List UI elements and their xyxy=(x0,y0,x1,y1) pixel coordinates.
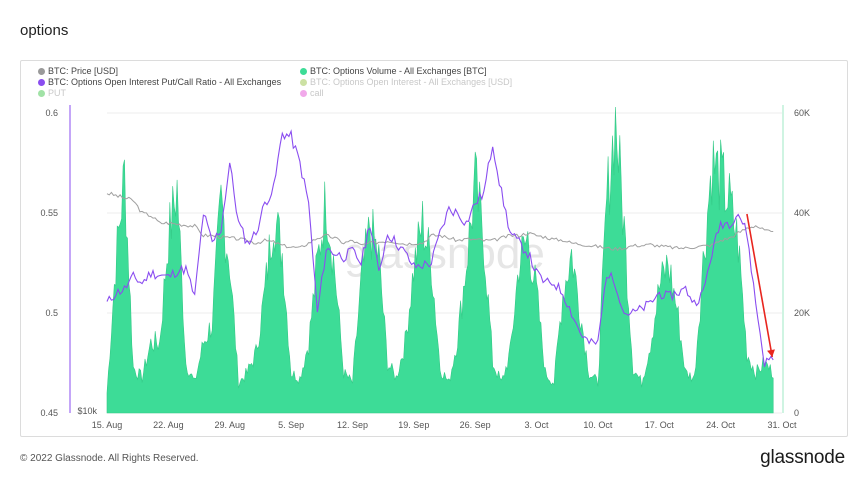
x-axis-tick-label: 17. Oct xyxy=(645,420,675,430)
x-axis-tick-label: 31. Oct xyxy=(767,420,797,430)
legend-dot-icon xyxy=(38,90,45,97)
left-axis-tick-label: 0.55 xyxy=(40,208,58,218)
x-axis-tick-label: 19. Sep xyxy=(398,420,429,430)
series-btc-price-line xyxy=(106,191,774,252)
legend-label: PUT xyxy=(48,88,66,98)
x-axis-tick-label: 5. Sep xyxy=(278,420,304,430)
legend-item-call[interactable]: call xyxy=(300,88,324,99)
legend-dot-icon xyxy=(38,68,45,75)
legend-item-btc-price[interactable]: BTC: Price [USD] xyxy=(38,66,300,77)
left-axis-tick-label: 0.45 xyxy=(40,408,58,418)
annotation-arrow-head-icon xyxy=(767,349,775,357)
series-options-volume-area xyxy=(106,106,774,414)
legend-label: BTC: Options Open Interest - All Exchang… xyxy=(310,77,513,87)
x-axis-tick-label: 22. Aug xyxy=(153,420,184,430)
left-axis-log-label: $10k xyxy=(77,406,97,416)
legend-item-put[interactable]: PUT xyxy=(38,88,300,99)
chart-legend: BTC: Price [USD] BTC: Options Volume - A… xyxy=(38,66,598,99)
glassnode-logo: glassnode xyxy=(760,447,845,468)
legend-label: BTC: Price [USD] xyxy=(48,66,119,76)
legend-label: BTC: Options Volume - All Exchanges [BTC… xyxy=(310,66,487,76)
x-axis-tick-label: 3. Oct xyxy=(525,420,550,430)
x-axis-tick-label: 29. Aug xyxy=(214,420,245,430)
copyright-notice: © 2022 Glassnode. All Rights Reserved. xyxy=(20,453,199,464)
right-axis-tick-label: 0 xyxy=(794,408,799,418)
legend-dot-icon xyxy=(300,79,307,86)
left-axis-tick-label: 0.6 xyxy=(45,108,58,118)
x-axis-tick-label: 15. Aug xyxy=(92,420,123,430)
right-axis-tick-label: 20K xyxy=(794,308,810,318)
legend-item-put-call-ratio[interactable]: BTC: Options Open Interest Put/Call Rati… xyxy=(38,77,300,88)
legend-label: call xyxy=(310,88,324,98)
legend-item-options-volume[interactable]: BTC: Options Volume - All Exchanges [BTC… xyxy=(300,66,487,77)
right-axis-tick-label: 40K xyxy=(794,208,810,218)
left-axis-tick-label: 0.5 xyxy=(45,308,58,318)
legend-dot-icon xyxy=(38,79,45,86)
x-axis-tick-label: 10. Oct xyxy=(583,420,613,430)
legend-item-open-interest-usd[interactable]: BTC: Options Open Interest - All Exchang… xyxy=(300,77,512,88)
page-title: options xyxy=(20,22,69,39)
series-put-call-ratio-line xyxy=(106,129,774,367)
legend-dot-icon xyxy=(300,68,307,75)
x-axis-tick-label: 26. Sep xyxy=(460,420,491,430)
x-axis-tick-label: 12. Sep xyxy=(337,420,368,430)
annotation-arrow-line xyxy=(746,213,774,358)
x-axis-tick-label: 24. Oct xyxy=(706,420,736,430)
right-axis-tick-label: 60K xyxy=(794,108,810,118)
legend-dot-icon xyxy=(300,90,307,97)
legend-label: BTC: Options Open Interest Put/Call Rati… xyxy=(48,77,282,87)
